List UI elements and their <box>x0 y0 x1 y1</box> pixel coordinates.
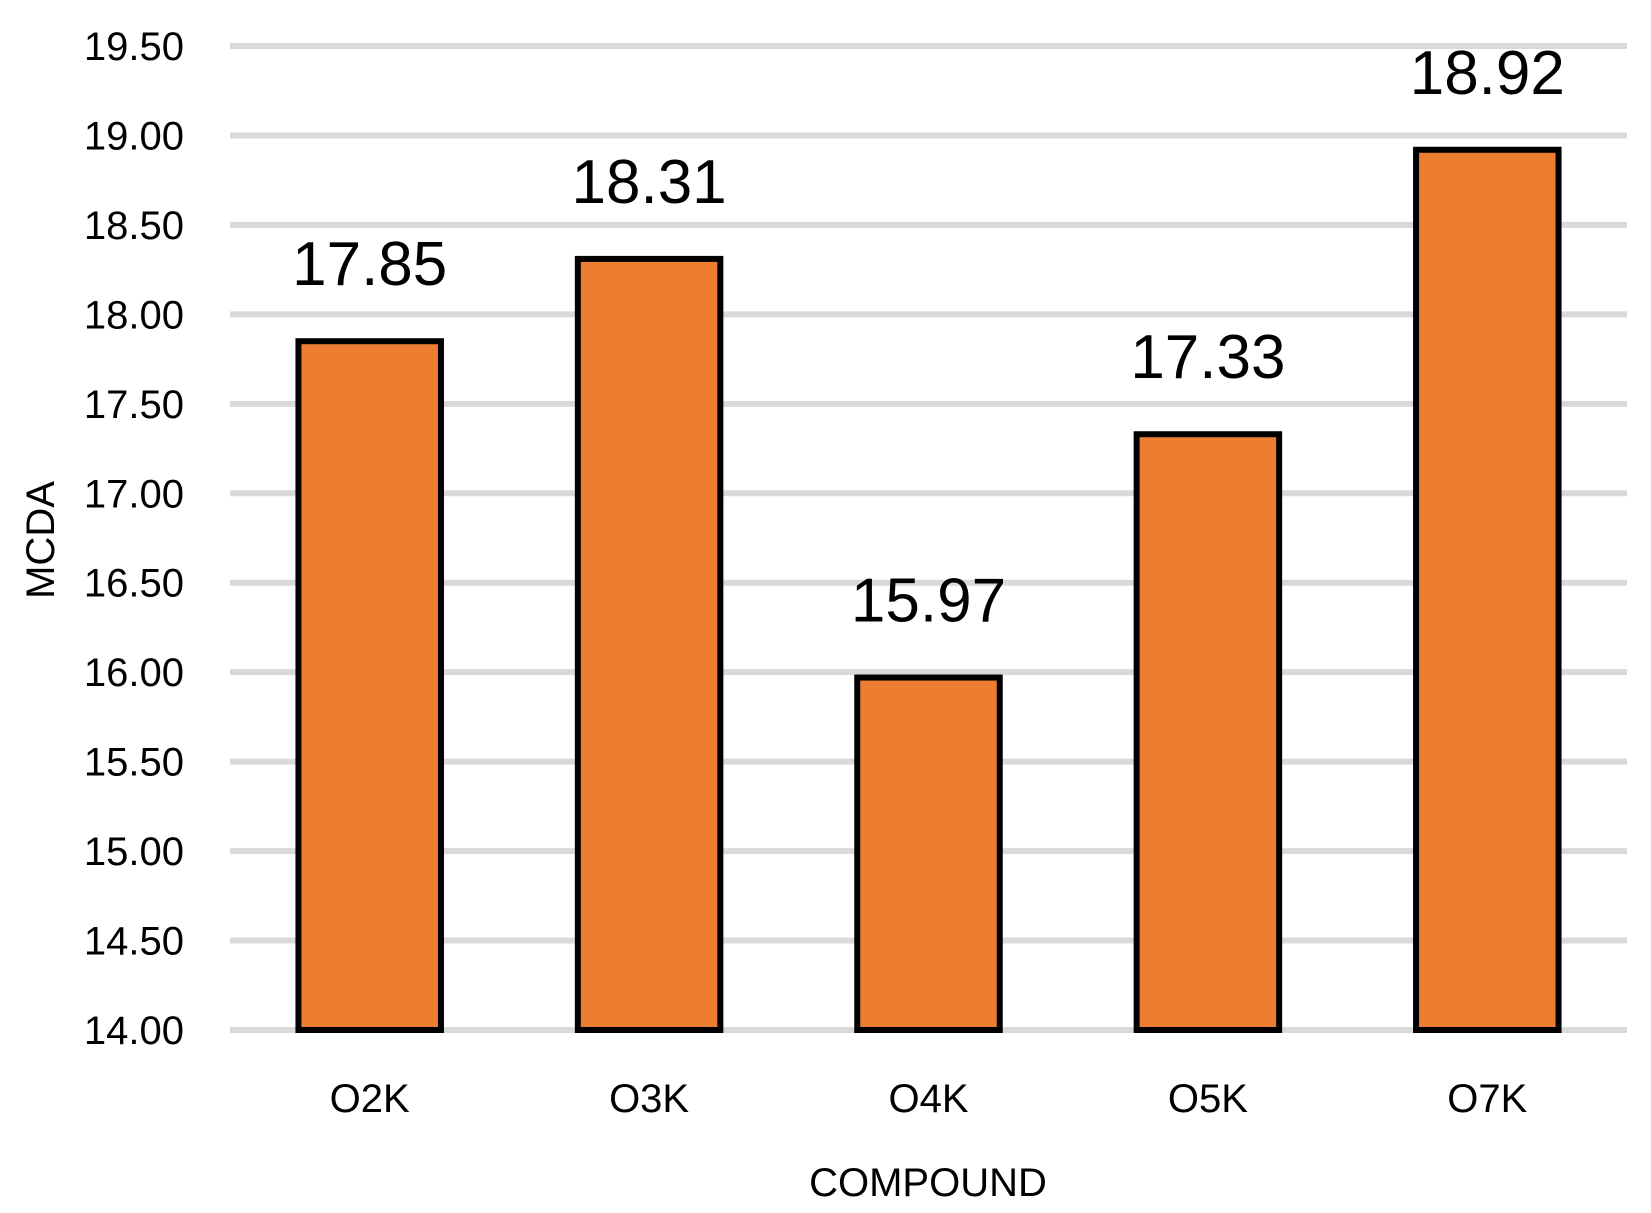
x-tick-label-o3k: O3K <box>609 1077 689 1121</box>
x-tick-label-o7k: O7K <box>1447 1077 1527 1121</box>
bar-o7k <box>1413 146 1562 1033</box>
x-tick-label-o4k: O4K <box>888 1077 968 1121</box>
gridlines <box>230 43 1627 1033</box>
bar-o4k <box>854 674 1003 1033</box>
y-tick-label: 17.50 <box>84 383 184 427</box>
y-tick-label: 19.00 <box>84 114 184 158</box>
y-tick-label: 14.00 <box>84 1009 184 1053</box>
y-tick-label: 15.50 <box>84 741 184 785</box>
bar-o5k <box>1133 431 1283 1033</box>
data-label-o7k: 18.92 <box>1410 39 1565 108</box>
data-label-o3k: 18.31 <box>572 148 727 217</box>
data-label-o2k: 17.85 <box>292 230 447 299</box>
y-tick-label: 14.50 <box>84 920 184 964</box>
y-axis-title: MCDA <box>19 481 63 599</box>
x-tick-label-o5k: O5K <box>1168 1077 1248 1121</box>
y-tick-label: 18.50 <box>84 204 184 248</box>
y-tick-label: 15.00 <box>84 830 184 874</box>
y-tick-label: 18.00 <box>84 293 184 337</box>
x-tick-label-o2k: O2K <box>330 1077 410 1121</box>
data-label-o5k: 17.33 <box>1130 323 1285 392</box>
y-tick-label: 16.00 <box>84 651 184 695</box>
data-label-o4k: 15.97 <box>851 567 1006 636</box>
bar-o2k <box>295 338 444 1033</box>
bar-o3k <box>574 255 724 1034</box>
x-axis-categories: O2K O3K O4K O5K O7K <box>330 1077 1528 1121</box>
y-tick-label: 16.50 <box>84 562 184 606</box>
bars <box>295 146 1562 1034</box>
data-labels: 17.85 18.31 15.97 17.33 18.92 <box>292 39 1565 636</box>
x-axis-title: COMPOUND <box>809 1161 1047 1205</box>
y-tick-label: 17.00 <box>84 472 184 516</box>
y-tick-label: 19.50 <box>84 25 184 69</box>
y-axis-ticks: 14.00 14.50 15.00 15.50 16.00 16.50 17.00 17.50… <box>84 25 184 1053</box>
